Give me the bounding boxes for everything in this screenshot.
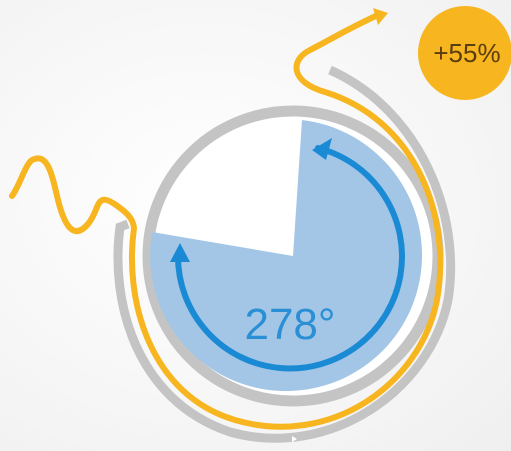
yellow-arrowhead [373, 8, 388, 25]
angle-arc [174, 145, 405, 372]
angle-value-label: 278° [244, 300, 336, 349]
yellow-path [9, 11, 444, 430]
outer-gray-track [113, 65, 456, 443]
arc-arrowhead-left [170, 243, 190, 262]
percent-badge-label: +55% [433, 37, 501, 68]
percent-badge: +55% [418, 6, 511, 100]
bottom-marker [292, 436, 297, 442]
angle-sector [150, 120, 423, 392]
arc-arrowhead-top [312, 138, 332, 160]
